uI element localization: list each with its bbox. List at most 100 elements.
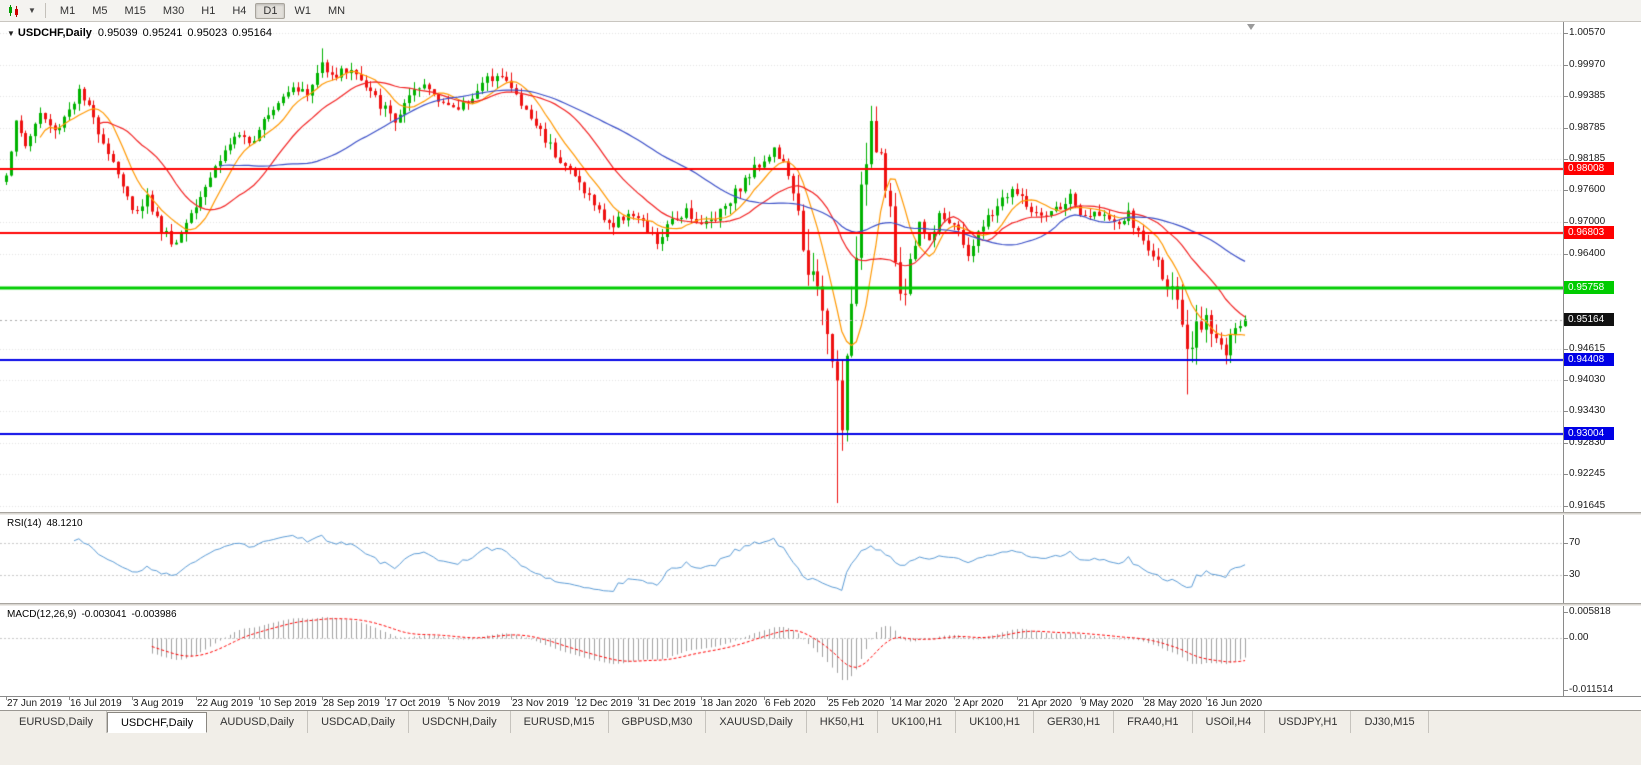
date-label: 12 Dec 2019 bbox=[576, 698, 633, 709]
macd-axis-label: 0.00 bbox=[1569, 632, 1589, 643]
timeframe-button-mn[interactable]: MN bbox=[327, 4, 346, 17]
price-axis-label: 0.99970 bbox=[1569, 59, 1606, 70]
chart-tab-dj30-m15[interactable]: DJ30,M15 bbox=[1351, 711, 1429, 733]
date-tick bbox=[1143, 697, 1144, 700]
price-axis[interactable]: 1.00570 0.99970 0.99385 0.98785 0.98185 0.976… bbox=[1563, 22, 1641, 696]
timeframe-button-m5[interactable]: M5 bbox=[92, 4, 108, 17]
axis-tick bbox=[1564, 443, 1568, 444]
axis-tick bbox=[1564, 349, 1568, 350]
price-axis-label: 0.96400 bbox=[1569, 248, 1606, 259]
date-label: 16 Jul 2019 bbox=[70, 698, 122, 709]
price-axis-label: 1.00570 bbox=[1569, 27, 1606, 38]
hline-price-badge: 0.94408 bbox=[1564, 353, 1614, 366]
date-label: 9 May 2020 bbox=[1081, 698, 1134, 709]
rsi-name: RSI(14) bbox=[7, 518, 42, 529]
chart-tab-usdchf-daily[interactable]: USDCHF,Daily bbox=[106, 712, 208, 733]
axis-tick bbox=[1564, 65, 1568, 66]
hline-price-badge: 0.95758 bbox=[1564, 281, 1614, 294]
macd-signal-value: -0.003986 bbox=[131, 609, 177, 620]
date-tick bbox=[511, 697, 512, 700]
candlestick-chart-icon[interactable] bbox=[4, 2, 24, 20]
price-axis-label: 0.97000 bbox=[1569, 216, 1606, 227]
timeframe-button-w1[interactable]: W1 bbox=[294, 4, 311, 17]
macd-main-value: -0.003041 bbox=[81, 609, 127, 620]
axis-tick bbox=[1564, 128, 1568, 129]
date-tick bbox=[69, 697, 70, 700]
axis-tick bbox=[1564, 380, 1568, 381]
rsi-indicator-panel: RSI(14) 48.1210 bbox=[0, 515, 1563, 603]
chart-tab-xauusd-daily[interactable]: XAUUSD,Daily bbox=[706, 711, 807, 733]
chart-tab-uk100-h1[interactable]: UK100,H1 bbox=[956, 711, 1034, 733]
timeframe-button-d1[interactable]: D1 bbox=[255, 2, 286, 19]
chart-shift-marker-icon[interactable] bbox=[1247, 24, 1255, 30]
timeframe-button-h4[interactable]: H4 bbox=[232, 4, 247, 17]
ohlc-open: 0.95039 bbox=[97, 27, 138, 39]
date-tick bbox=[196, 697, 197, 700]
panel-divider[interactable] bbox=[0, 603, 1641, 606]
date-axis[interactable]: 27 Jun 2019 16 Jul 2019 3 Aug 2019 22 Aug 2… bbox=[0, 696, 1641, 710]
axis-tick bbox=[1564, 474, 1568, 475]
price-chart-panel: ▼ USDCHF,Daily 0.95039 0.95241 0.95023 0.9516… bbox=[0, 22, 1563, 512]
axis-tick bbox=[1564, 612, 1568, 613]
hline-price-badge: 0.96803 bbox=[1564, 226, 1614, 239]
date-label: 22 Aug 2019 bbox=[197, 698, 254, 709]
timeframe-button-h1[interactable]: H1 bbox=[201, 4, 216, 17]
date-label: 18 Jan 2020 bbox=[702, 698, 758, 709]
ohlc-low: 0.95023 bbox=[187, 27, 228, 39]
axis-tick bbox=[1564, 411, 1568, 412]
ohlc-close: 0.95164 bbox=[232, 27, 272, 39]
chart-tab-eurusd-daily[interactable]: EURUSD,Daily bbox=[6, 711, 107, 733]
price-axis-label: 0.93430 bbox=[1569, 405, 1606, 416]
ohlc-high: 0.95241 bbox=[142, 27, 183, 39]
date-tick bbox=[764, 697, 765, 700]
date-label: 27 Jun 2019 bbox=[7, 698, 63, 709]
chart-tab-uk100-h1[interactable]: UK100,H1 bbox=[878, 711, 957, 733]
date-label: 31 Dec 2019 bbox=[639, 698, 696, 709]
price-axis-label: 0.97600 bbox=[1569, 184, 1606, 195]
macd-canvas[interactable] bbox=[0, 606, 1563, 696]
date-tick bbox=[259, 697, 260, 700]
panel-divider[interactable] bbox=[0, 512, 1641, 515]
chart-tab-eurusd-m15[interactable]: EURUSD,M15 bbox=[511, 711, 609, 733]
chart-type-dropdown-icon[interactable]: ▼ bbox=[28, 6, 36, 15]
date-label: 25 Feb 2020 bbox=[828, 698, 885, 709]
chart-tab-bar: EURUSD,Daily USDCHF,Daily AUDUSD,Daily USDC… bbox=[0, 710, 1641, 733]
date-label: 28 May 2020 bbox=[1144, 698, 1202, 709]
price-chart-canvas[interactable] bbox=[0, 22, 1563, 512]
timeframe-button-m30[interactable]: M30 bbox=[162, 4, 185, 17]
date-tick bbox=[954, 697, 955, 700]
date-tick bbox=[890, 697, 891, 700]
chart-tab-usdcnh-daily[interactable]: USDCNH,Daily bbox=[409, 711, 511, 733]
rsi-label: RSI(14) 48.1210 bbox=[7, 518, 88, 529]
chart-tab-usdcad-daily[interactable]: USDCAD,Daily bbox=[308, 711, 410, 733]
price-axis-label: 0.98185 bbox=[1569, 153, 1606, 164]
date-tick bbox=[1017, 697, 1018, 700]
chart-tab-usoil-h4[interactable]: USOil,H4 bbox=[1193, 711, 1266, 733]
symbol-dropdown-icon[interactable]: ▼ bbox=[7, 29, 15, 38]
bottom-filler bbox=[0, 733, 1641, 765]
rsi-canvas[interactable] bbox=[0, 515, 1563, 603]
chart-tab-hk50-h1[interactable]: HK50,H1 bbox=[807, 711, 879, 733]
axis-tick bbox=[1564, 638, 1568, 639]
chart-tab-audusd-daily[interactable]: AUDUSD,Daily bbox=[207, 711, 309, 733]
axis-tick bbox=[1564, 222, 1568, 223]
axis-tick bbox=[1564, 506, 1568, 507]
chart-tab-fra40-h1[interactable]: FRA40,H1 bbox=[1114, 711, 1193, 733]
toolbar-separator bbox=[44, 3, 46, 18]
axis-tick bbox=[1564, 96, 1568, 97]
price-axis-label: 0.99385 bbox=[1569, 90, 1606, 101]
date-label: 5 Nov 2019 bbox=[449, 698, 501, 709]
axis-tick bbox=[1564, 190, 1568, 191]
date-tick bbox=[1206, 697, 1207, 700]
price-axis-label: 0.94030 bbox=[1569, 374, 1606, 385]
timeframe-button-m15[interactable]: M15 bbox=[124, 4, 146, 17]
axis-tick bbox=[1564, 254, 1568, 255]
chart-tab-usdjpy-h1[interactable]: USDJPY,H1 bbox=[1265, 711, 1352, 733]
axis-tick bbox=[1564, 543, 1568, 544]
chart-tab-gbpusd-m30[interactable]: GBPUSD,M30 bbox=[609, 711, 707, 733]
price-axis-label: 0.92830 bbox=[1569, 437, 1606, 448]
date-tick bbox=[322, 697, 323, 700]
macd-name: MACD(12,26,9) bbox=[7, 609, 77, 620]
timeframe-button-m1[interactable]: M1 bbox=[59, 4, 76, 17]
chart-tab-ger30-h1[interactable]: GER30,H1 bbox=[1034, 711, 1115, 733]
